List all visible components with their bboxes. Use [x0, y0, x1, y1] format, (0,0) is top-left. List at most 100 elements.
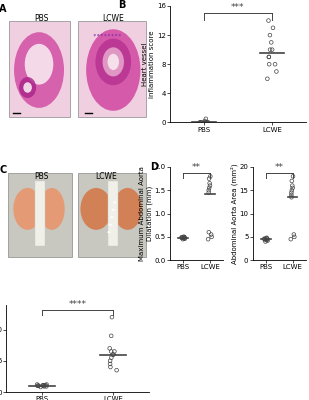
Point	[112, 348, 117, 355]
Ellipse shape	[112, 209, 115, 211]
Point	[262, 236, 267, 242]
Text: **: **	[275, 163, 284, 172]
Point	[44, 381, 49, 388]
Point	[290, 182, 295, 189]
Point	[203, 116, 208, 122]
Text: ****: ****	[69, 300, 87, 310]
FancyBboxPatch shape	[78, 21, 146, 117]
Point	[274, 68, 279, 75]
Ellipse shape	[107, 231, 111, 233]
Text: ***: ***	[231, 4, 245, 12]
Point	[42, 383, 47, 390]
Point	[36, 382, 41, 389]
Point	[264, 237, 269, 243]
Point	[207, 180, 212, 186]
Y-axis label: Heart vessel
inflammation score: Heart vessel inflammation score	[142, 30, 155, 98]
Ellipse shape	[113, 188, 142, 230]
Point	[290, 185, 295, 191]
Point	[289, 194, 294, 200]
Point	[198, 119, 203, 126]
Point	[265, 76, 270, 82]
Point	[292, 234, 297, 240]
Ellipse shape	[104, 34, 107, 36]
FancyBboxPatch shape	[78, 174, 146, 257]
Point	[269, 39, 274, 46]
Point	[289, 192, 294, 198]
Point	[206, 189, 211, 196]
Point	[35, 382, 40, 389]
Point	[264, 235, 269, 242]
Ellipse shape	[25, 44, 53, 84]
Ellipse shape	[109, 224, 112, 226]
Point	[109, 314, 114, 320]
Point	[264, 234, 269, 241]
Text: LCWE: LCWE	[95, 172, 117, 181]
Point	[36, 382, 41, 389]
Point	[267, 61, 272, 68]
Ellipse shape	[94, 34, 96, 36]
Point	[265, 237, 270, 244]
FancyBboxPatch shape	[8, 174, 72, 257]
Ellipse shape	[112, 34, 114, 36]
FancyBboxPatch shape	[9, 21, 70, 117]
Point	[108, 364, 113, 370]
Point	[179, 234, 184, 240]
Point	[205, 119, 210, 126]
Point	[40, 382, 45, 388]
Ellipse shape	[23, 82, 32, 93]
Ellipse shape	[86, 29, 140, 111]
Point	[180, 234, 184, 241]
Point	[43, 382, 48, 388]
Point	[109, 333, 114, 339]
Point	[182, 234, 187, 240]
Point	[268, 32, 273, 38]
Point	[206, 187, 211, 194]
Point	[35, 381, 40, 388]
Point	[268, 46, 273, 53]
Point	[202, 118, 207, 124]
Text: PBS: PBS	[35, 14, 49, 23]
Point	[273, 61, 277, 68]
Point	[202, 119, 207, 126]
Point	[204, 119, 209, 126]
Ellipse shape	[119, 34, 121, 36]
Point	[207, 176, 212, 182]
Ellipse shape	[110, 216, 114, 218]
Text: D: D	[150, 162, 158, 172]
Point	[180, 236, 185, 242]
Text: B: B	[118, 0, 125, 10]
Y-axis label: Maximum Abdominal Aorta
Dilatation (mm): Maximum Abdominal Aorta Dilatation (mm)	[139, 166, 153, 261]
Point	[209, 234, 214, 240]
Point	[266, 17, 271, 24]
Ellipse shape	[19, 77, 36, 98]
Point	[108, 358, 112, 364]
Point	[207, 185, 212, 191]
Ellipse shape	[14, 32, 64, 108]
Point	[182, 234, 187, 240]
Ellipse shape	[101, 34, 103, 36]
Point	[265, 236, 270, 242]
Point	[200, 119, 205, 126]
Point	[289, 187, 294, 194]
Point	[266, 54, 271, 60]
Ellipse shape	[80, 188, 112, 230]
Point	[111, 351, 116, 358]
Text: C: C	[0, 165, 6, 175]
Point	[38, 384, 43, 390]
Point	[198, 119, 203, 126]
Point	[291, 231, 296, 238]
Text: **: **	[192, 163, 201, 172]
Point	[288, 236, 293, 242]
FancyBboxPatch shape	[35, 181, 45, 246]
Ellipse shape	[115, 34, 117, 36]
Text: LCWE: LCWE	[102, 14, 124, 23]
Point	[181, 234, 186, 240]
Point	[108, 361, 112, 367]
Point	[182, 235, 187, 242]
Point	[208, 182, 213, 189]
Ellipse shape	[95, 39, 131, 85]
Point	[40, 382, 45, 389]
Point	[41, 382, 46, 388]
Point	[263, 238, 268, 245]
Point	[264, 236, 269, 243]
